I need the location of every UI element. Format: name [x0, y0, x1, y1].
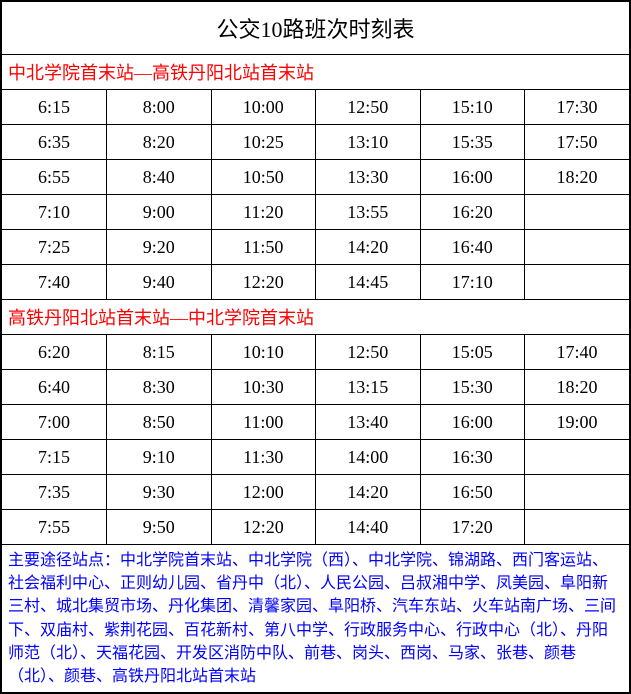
time-cell: 18:20	[525, 160, 630, 195]
time-cell	[525, 265, 630, 300]
time-cell: 7:40	[2, 265, 107, 300]
time-cell: 9:40	[107, 265, 212, 300]
table-row: 6:358:2010:2513:1015:3517:50	[2, 125, 629, 160]
time-cell: 6:15	[2, 90, 107, 125]
time-cell: 7:10	[2, 195, 107, 230]
time-cell: 8:00	[107, 90, 212, 125]
time-cell: 11:20	[211, 195, 316, 230]
time-cell: 8:20	[107, 125, 212, 160]
table-row: 7:559:5012:2014:4017:20	[2, 510, 629, 545]
time-cell: 13:30	[316, 160, 421, 195]
time-cell: 12:50	[316, 90, 421, 125]
page-title: 公交10路班次时刻表	[2, 2, 629, 55]
time-cell: 12:50	[316, 335, 421, 370]
time-cell: 19:00	[525, 405, 630, 440]
time-cell: 12:00	[211, 475, 316, 510]
time-cell: 8:50	[107, 405, 212, 440]
time-cell: 17:10	[420, 265, 525, 300]
time-cell: 14:45	[316, 265, 421, 300]
time-cell: 6:40	[2, 370, 107, 405]
time-cell: 8:15	[107, 335, 212, 370]
time-cell: 15:05	[420, 335, 525, 370]
time-cell: 12:20	[211, 265, 316, 300]
table-row: 7:259:2011:5014:2016:40	[2, 230, 629, 265]
time-cell: 12:20	[211, 510, 316, 545]
time-cell: 11:00	[211, 405, 316, 440]
time-cell: 10:25	[211, 125, 316, 160]
time-cell: 9:00	[107, 195, 212, 230]
stops-list: 主要途径站点：中北学院首末站、中北学院（西）、中北学院、锦湖路、西门客运站、社会…	[2, 544, 629, 692]
time-cell: 15:35	[420, 125, 525, 160]
table-row: 7:159:1011:3014:0016:30	[2, 440, 629, 475]
table-row: 6:158:0010:0012:5015:1017:30	[2, 90, 629, 125]
timetable-1: 6:158:0010:0012:5015:1017:306:358:2010:2…	[2, 90, 629, 299]
time-cell: 10:00	[211, 90, 316, 125]
timetable-2: 6:208:1510:1012:5015:0517:406:408:3010:3…	[2, 335, 629, 544]
time-cell: 14:00	[316, 440, 421, 475]
time-cell: 6:20	[2, 335, 107, 370]
time-cell: 7:00	[2, 405, 107, 440]
time-cell: 16:40	[420, 230, 525, 265]
time-cell: 17:50	[525, 125, 630, 160]
time-cell: 7:35	[2, 475, 107, 510]
time-cell: 16:20	[420, 195, 525, 230]
table-row: 6:558:4010:5013:3016:0018:20	[2, 160, 629, 195]
direction-2-label: 高铁丹阳北站首末站—中北学院首末站	[2, 299, 629, 335]
time-cell: 8:30	[107, 370, 212, 405]
time-cell: 13:55	[316, 195, 421, 230]
time-cell: 14:20	[316, 475, 421, 510]
time-cell: 13:10	[316, 125, 421, 160]
timetable-container: 公交10路班次时刻表 中北学院首末站—高铁丹阳北站首末站 6:158:0010:…	[0, 0, 631, 694]
table-row: 7:109:0011:2013:5516:20	[2, 195, 629, 230]
time-cell: 10:30	[211, 370, 316, 405]
time-cell	[525, 230, 630, 265]
time-cell: 9:20	[107, 230, 212, 265]
table-row: 6:208:1510:1012:5015:0517:40	[2, 335, 629, 370]
time-cell: 14:20	[316, 230, 421, 265]
direction-1-label: 中北学院首末站—高铁丹阳北站首末站	[2, 55, 629, 90]
time-cell: 9:10	[107, 440, 212, 475]
time-cell: 6:35	[2, 125, 107, 160]
time-cell: 13:15	[316, 370, 421, 405]
table-row: 7:409:4012:2014:4517:10	[2, 265, 629, 300]
time-cell: 10:10	[211, 335, 316, 370]
time-cell: 17:30	[525, 90, 630, 125]
time-cell: 10:50	[211, 160, 316, 195]
time-cell	[525, 195, 630, 230]
time-cell: 14:40	[316, 510, 421, 545]
time-cell: 6:55	[2, 160, 107, 195]
time-cell: 9:30	[107, 475, 212, 510]
time-cell: 8:40	[107, 160, 212, 195]
time-cell: 15:30	[420, 370, 525, 405]
time-cell: 16:00	[420, 160, 525, 195]
time-cell: 11:30	[211, 440, 316, 475]
time-cell	[525, 510, 630, 545]
time-cell: 16:50	[420, 475, 525, 510]
table-row: 7:008:5011:0013:4016:0019:00	[2, 405, 629, 440]
table-row: 6:408:3010:3013:1515:3018:20	[2, 370, 629, 405]
time-cell: 17:20	[420, 510, 525, 545]
time-cell: 11:50	[211, 230, 316, 265]
time-cell: 13:40	[316, 405, 421, 440]
time-cell	[525, 440, 630, 475]
time-cell: 17:40	[525, 335, 630, 370]
time-cell: 18:20	[525, 370, 630, 405]
table-row: 7:359:3012:0014:2016:50	[2, 475, 629, 510]
time-cell: 9:50	[107, 510, 212, 545]
time-cell: 16:30	[420, 440, 525, 475]
time-cell: 7:55	[2, 510, 107, 545]
time-cell: 7:25	[2, 230, 107, 265]
time-cell: 15:10	[420, 90, 525, 125]
time-cell: 16:00	[420, 405, 525, 440]
time-cell	[525, 475, 630, 510]
time-cell: 7:15	[2, 440, 107, 475]
